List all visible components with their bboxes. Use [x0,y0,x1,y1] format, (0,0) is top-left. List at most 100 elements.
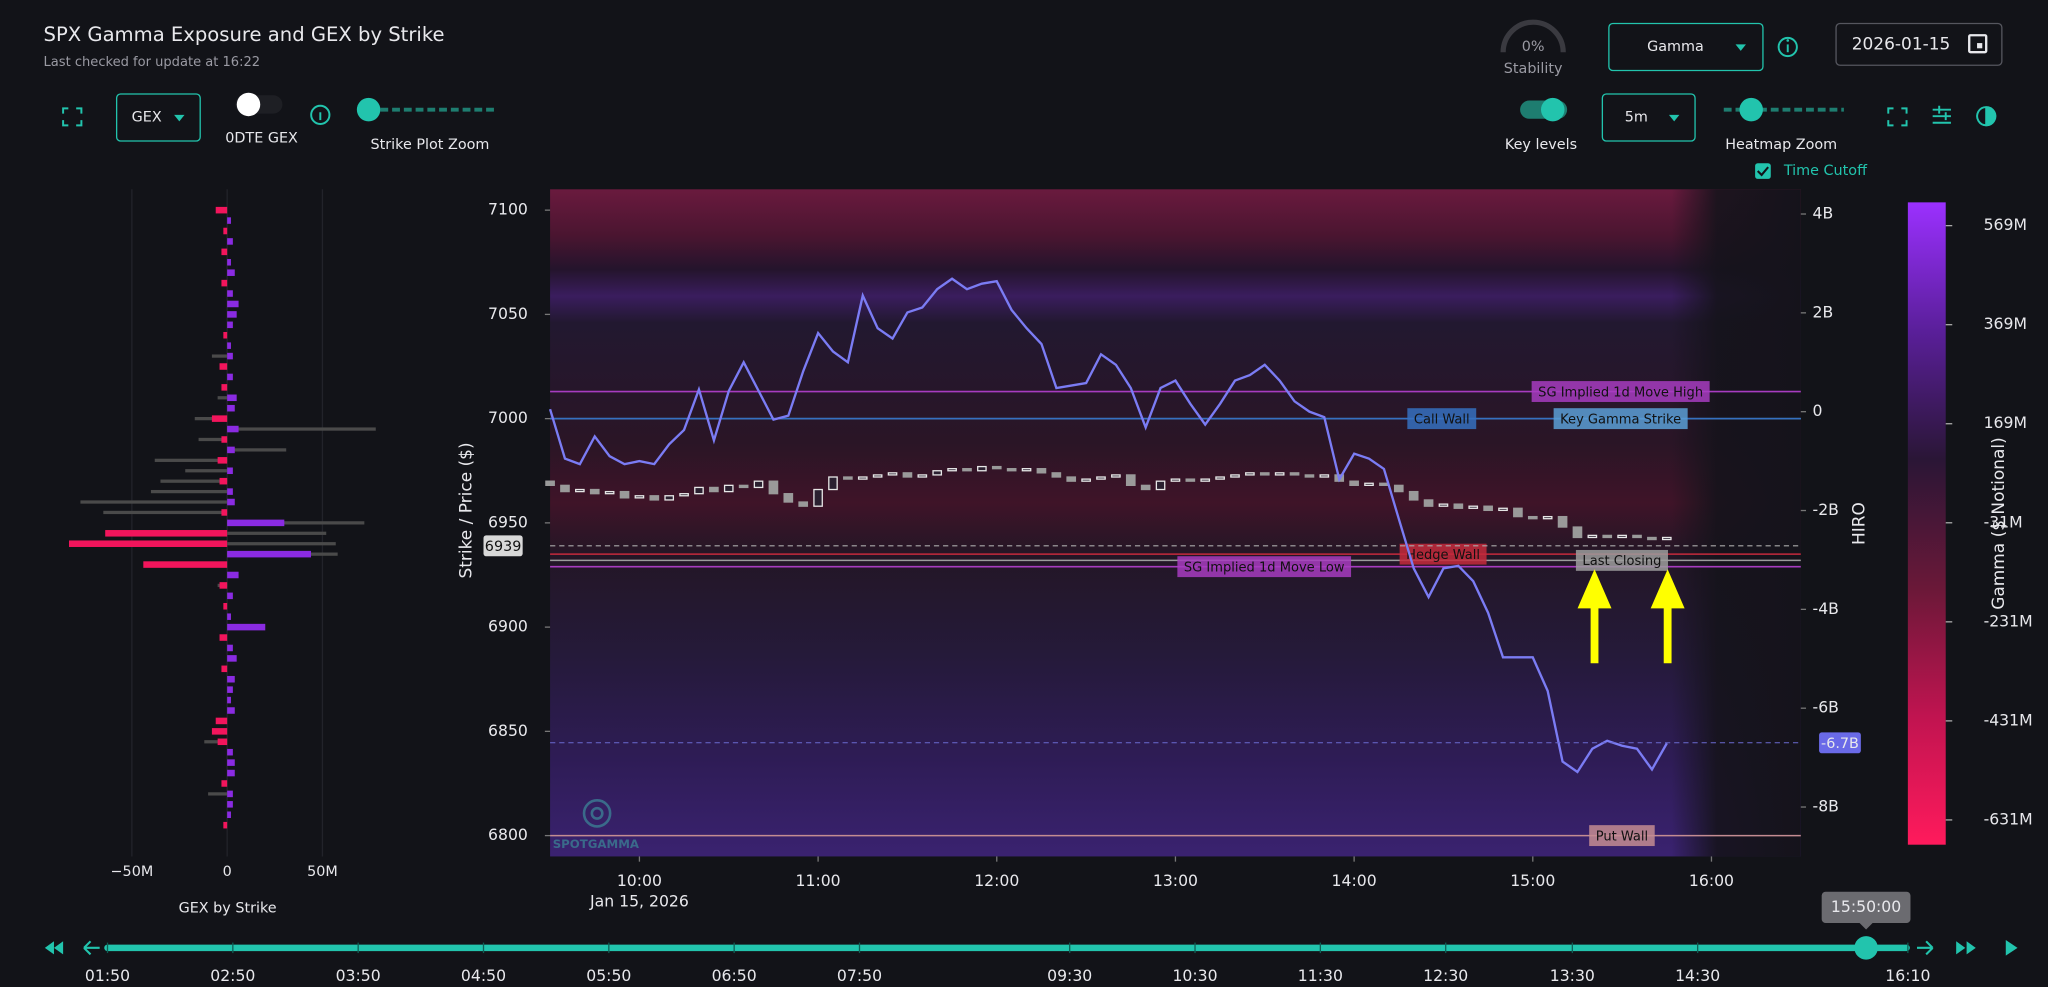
slider-knob[interactable] [1739,97,1763,122]
candle-body [1036,468,1047,474]
x-tick-label: −50M [111,864,154,880]
y2-tick-label: 4B [1813,204,1834,223]
colorbar-tick-label: 569M [1984,215,2027,234]
dte-label: 0DTE GEX [225,130,298,146]
candle-body [723,484,734,493]
gauge-arc [1500,19,1566,53]
candle-body [1393,484,1404,493]
x-tick-label: 16:00 [1689,871,1734,890]
gex-bar [227,290,233,297]
chart-layer: −50M 0 50M GEX by Strike 6800 6850 6900 6950 700… [69,189,2033,917]
gex-bar [211,415,228,422]
y2-tick-label: -2B [1813,500,1839,519]
dropdown-box[interactable] [1601,93,1696,142]
calendar-icon[interactable] [1968,34,1988,54]
gex-bar [217,396,228,400]
strike-zoom-label: Strike Plot Zoom [371,137,490,153]
candle-body [1200,478,1211,482]
x-tick-label: 13:00 [1153,871,1198,890]
logo: SPOTGAMMA [553,799,640,851]
gex-bar [227,321,233,329]
date-box[interactable] [1835,22,2003,66]
x-tick-label: 11:00 [796,871,841,890]
gex-bar [227,748,233,756]
forward-icon[interactable] [1917,940,1934,956]
expand-icon[interactable] [1887,107,1908,127]
candle-body [619,490,630,499]
colorbar-tick-label: -431M [1984,710,2033,729]
gex-bar [143,561,228,568]
play-icon[interactable] [2005,940,2018,956]
interval-dropdown[interactable]: 5m [1601,93,1696,142]
candle-body [1125,474,1136,487]
candle-body [947,468,957,472]
toggle-knob[interactable] [236,92,261,117]
candle-body [649,495,660,501]
y2-axis-title: HIRO [1850,502,1870,545]
dropdown-box[interactable] [115,93,201,142]
gex-dropdown[interactable]: GEX [115,93,201,142]
x-date-label: Jan 15, 2026 [589,892,689,911]
gex-bar [221,384,228,391]
gex-bar [227,801,233,808]
timeline-label: 01:50 [85,966,130,985]
date-picker[interactable]: 2026-01-15 [1835,22,2003,66]
candle-body [798,501,809,507]
candle-body [1245,472,1255,476]
colorbar-tick-label: 169M [1984,413,2027,432]
dropdown-box[interactable] [1608,22,1764,72]
timeline-knob[interactable] [1854,936,1878,960]
candle-body [902,472,913,478]
x-tick-label: 14:00 [1332,871,1377,890]
gex-bar [194,417,228,421]
candle-body [1364,482,1374,487]
gex-bar [227,686,233,693]
gex-bar [215,717,228,725]
gex-mode[interactable]: GEX [132,109,162,125]
date-value[interactable]: 2026-01-15 [1852,34,1951,54]
mode-value[interactable]: Gamma [1647,39,1704,55]
expand-icon[interactable] [62,107,83,127]
stability-gauge: 0% Stability [1500,19,1566,77]
timeline[interactable]: 15:50:00 [44,891,2018,960]
y2-tick-label: 2B [1813,302,1834,321]
candle-body [1051,472,1062,478]
candle-body [828,476,838,491]
timeline-label: 09:30 [1047,966,1092,985]
y-tick-label: 6800 [488,825,528,844]
info-icon[interactable] [310,104,331,126]
gex-bar [227,675,235,683]
timeline-label: 07:50 [837,966,882,985]
info-icon[interactable] [1777,36,1798,58]
candle-body [1006,468,1017,472]
back-icon[interactable] [83,940,100,956]
gex-bar [185,469,228,473]
candle-body [1230,474,1240,478]
gex-bar [208,792,228,796]
interval-value[interactable]: 5m [1625,109,1648,125]
checkbox[interactable] [1755,163,1771,179]
slider-knob[interactable] [356,97,381,122]
gex-bar [160,479,228,483]
gex-bar [227,404,235,412]
rewind-icon[interactable] [44,941,64,955]
gex-bar [215,206,228,214]
gex-bar [223,331,228,339]
time-cutoff-label[interactable]: Time Cutoff [1783,163,1868,179]
x-tick-label: 50M [307,864,338,880]
info-circle[interactable] [1777,36,1798,58]
caret [1668,114,1680,122]
gex-bar [223,227,228,235]
colorbar-tick-label: -231M [1984,611,2033,630]
candle-body [1304,474,1315,478]
mode-dropdown[interactable]: Gamma [1608,22,1764,72]
watermark: SPOTGAMMA [553,837,640,851]
fast-forward-icon[interactable] [1956,941,1976,955]
candle-body [962,468,972,472]
y2-tick-label: 0 [1813,401,1823,420]
candle-body [1423,499,1434,507]
gex-bar [221,780,228,787]
toggle-knob[interactable] [1541,97,1565,122]
settings-icon[interactable] [1932,105,1951,124]
level-label: Put Wall [1596,829,1648,844]
